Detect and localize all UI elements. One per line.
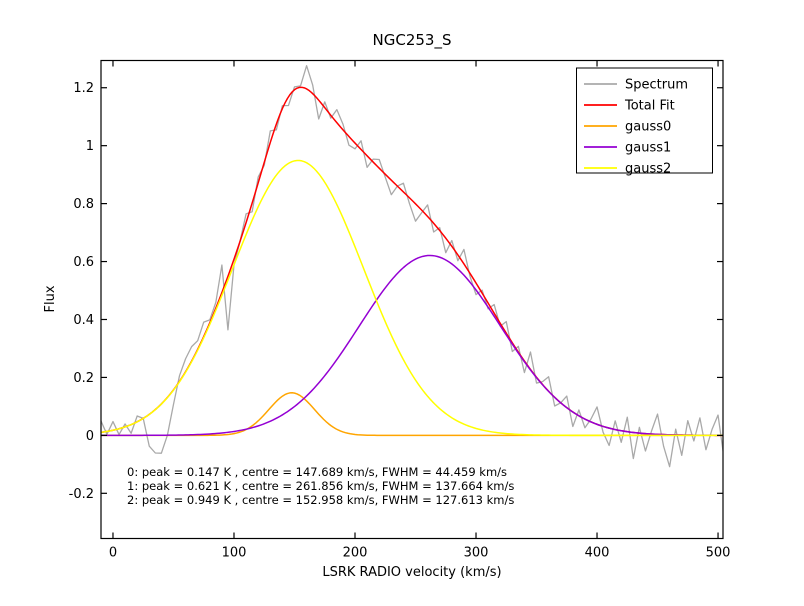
legend-label: gauss2	[625, 162, 671, 177]
legend-label: Spectrum	[625, 78, 688, 93]
gauss1-line	[101, 254, 723, 437]
y-tick-label: -0.2	[69, 487, 94, 502]
y-tick-label: 0.6	[73, 255, 94, 270]
fit-annotation-line-2: 2: peak = 0.949 K , centre = 152.958 km/…	[127, 493, 514, 507]
axes-ticks	[101, 60, 723, 539]
legend-box	[576, 67, 713, 174]
x-axis-label: LSRK RADIO velocity (km/s)	[322, 565, 501, 580]
x-tick-label: 300	[464, 546, 489, 561]
legend-item-gauss0: gauss0	[584, 120, 671, 135]
y-axis-label: Flux	[43, 285, 58, 312]
x-tick-label: 100	[222, 546, 247, 561]
y-tick-label: 0	[86, 429, 94, 444]
chart-title: NGC253_S	[373, 31, 452, 50]
y-tick-label: 1.2	[73, 81, 94, 96]
legend-item-total-fit: Total Fit	[584, 99, 675, 114]
fit-annotation: 0: peak = 0.147 K , centre = 147.689 km/…	[127, 465, 514, 507]
legend-item-gauss2: gauss2	[584, 162, 671, 177]
axes-tick-labels: 0 100 200 300 400 500 -0.2 0 0.2 0.4 0.6 0.8 1 1.2	[69, 81, 731, 560]
legend: Spectrum Total Fit gauss0 gauss1 gauss2	[576, 67, 713, 177]
y-tick-label: 0.8	[73, 197, 94, 212]
y-tick-label: 1	[86, 139, 94, 154]
legend-label: Total Fit	[624, 99, 675, 114]
gauss2-line	[101, 159, 723, 437]
plot-border	[100, 59, 724, 540]
legend-item-gauss1: gauss1	[584, 141, 671, 156]
fit-annotation-line-0: 0: peak = 0.147 K , centre = 147.689 km/…	[127, 465, 507, 479]
x-tick-label: 200	[343, 546, 368, 561]
fit-annotation-line-1: 1: peak = 0.621 K , centre = 261.856 km/…	[127, 479, 514, 493]
legend-label: gauss1	[625, 141, 671, 156]
y-tick-label: 0.4	[73, 313, 94, 328]
spectrum-line	[101, 65, 723, 468]
y-tick-label: 0.2	[73, 371, 94, 386]
legend-item-spectrum: Spectrum	[584, 78, 688, 93]
curves-layer	[101, 65, 723, 468]
x-tick-label: 500	[706, 546, 731, 561]
x-tick-label: 0	[109, 546, 117, 561]
x-tick-label: 400	[585, 546, 610, 561]
legend-label: gauss0	[625, 120, 671, 135]
